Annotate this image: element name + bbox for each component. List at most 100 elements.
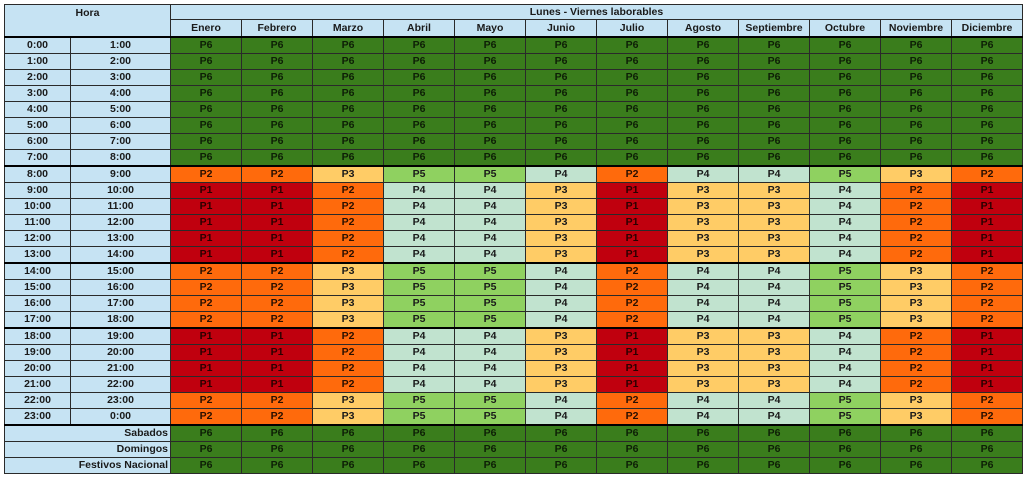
period-cell[interactable]: P2 [951,262,1023,280]
period-cell[interactable]: P6 [241,133,313,150]
period-cell[interactable]: P5 [809,408,881,426]
period-cell[interactable]: P3 [738,327,810,345]
period-cell[interactable]: P3 [738,360,810,377]
period-cell[interactable]: P2 [596,279,668,296]
period-cell[interactable]: P1 [596,344,668,361]
period-cell[interactable]: P1 [170,344,242,361]
period-cell[interactable]: P1 [596,360,668,377]
period-cell[interactable]: P6 [241,457,313,474]
period-cell[interactable]: P3 [667,344,739,361]
period-cell[interactable]: P3 [667,230,739,247]
period-cell[interactable]: P6 [880,36,952,54]
period-cell[interactable]: P4 [667,295,739,312]
period-cell[interactable]: P1 [170,214,242,231]
period-cell[interactable]: P2 [951,165,1023,183]
period-cell[interactable]: P3 [312,165,384,183]
period-cell[interactable]: P4 [809,360,881,377]
period-cell[interactable]: P3 [738,246,810,264]
period-cell[interactable]: P6 [383,117,455,134]
period-cell[interactable]: P2 [312,214,384,231]
period-cell[interactable]: P1 [951,246,1023,264]
period-cell[interactable]: P4 [454,327,526,345]
period-cell[interactable]: P2 [170,165,242,183]
period-cell[interactable]: P6 [525,133,597,150]
month-header-agosto[interactable]: Agosto [667,19,739,38]
hour-from-cell[interactable]: 14:00 [4,262,71,280]
period-cell[interactable]: P6 [880,101,952,118]
period-cell[interactable]: P3 [667,182,739,199]
day-type-label[interactable]: Sabados [4,424,171,442]
period-cell[interactable]: P4 [809,376,881,393]
period-cell[interactable]: P2 [312,198,384,215]
period-cell[interactable]: P6 [312,85,384,102]
period-cell[interactable]: P6 [454,85,526,102]
hour-from-cell[interactable]: 15:00 [4,279,71,296]
period-cell[interactable]: P6 [738,424,810,442]
period-cell[interactable]: P3 [525,344,597,361]
period-cell[interactable]: P6 [525,85,597,102]
period-cell[interactable]: P6 [241,69,313,86]
month-header-octubre[interactable]: Octubre [809,19,881,38]
period-cell[interactable]: P6 [383,36,455,54]
period-cell[interactable]: P1 [170,198,242,215]
period-cell[interactable]: P6 [241,53,313,70]
period-cell[interactable]: P1 [170,327,242,345]
period-cell[interactable]: P4 [383,360,455,377]
hour-from-cell[interactable]: 2:00 [4,69,71,86]
period-cell[interactable]: P6 [951,441,1023,458]
hour-from-cell[interactable]: 21:00 [4,376,71,393]
period-cell[interactable]: P4 [383,214,455,231]
period-cell[interactable]: P2 [951,408,1023,426]
hour-from-cell[interactable]: 5:00 [4,117,71,134]
period-cell[interactable]: P6 [951,149,1023,167]
period-cell[interactable]: P4 [525,279,597,296]
period-cell[interactable]: P1 [951,360,1023,377]
period-cell[interactable]: P6 [454,441,526,458]
hour-to-cell[interactable]: 1:00 [70,36,171,54]
period-cell[interactable]: P4 [525,408,597,426]
period-cell[interactable]: P4 [525,311,597,329]
period-cell[interactable]: P6 [241,85,313,102]
period-cell[interactable]: P3 [312,311,384,329]
hour-from-cell[interactable]: 12:00 [4,230,71,247]
period-cell[interactable]: P4 [454,214,526,231]
period-cell[interactable]: P3 [880,408,952,426]
period-cell[interactable]: P2 [951,311,1023,329]
period-cell[interactable]: P5 [809,262,881,280]
period-cell[interactable]: P6 [951,69,1023,86]
period-cell[interactable]: P3 [525,182,597,199]
hour-to-cell[interactable]: 15:00 [70,262,171,280]
period-cell[interactable]: P2 [596,165,668,183]
period-cell[interactable]: P6 [596,101,668,118]
hour-to-cell[interactable]: 20:00 [70,344,171,361]
period-cell[interactable]: P4 [383,327,455,345]
period-cell[interactable]: P6 [809,457,881,474]
period-cell[interactable]: P6 [667,85,739,102]
period-cell[interactable]: P5 [383,392,455,409]
period-cell[interactable]: P6 [738,53,810,70]
period-cell[interactable]: P4 [809,182,881,199]
period-cell[interactable]: P2 [880,214,952,231]
period-cell[interactable]: P2 [241,262,313,280]
period-cell[interactable]: P1 [241,214,313,231]
period-cell[interactable]: P6 [880,133,952,150]
period-cell[interactable]: P3 [880,311,952,329]
period-cell[interactable]: P6 [454,69,526,86]
day-type-label[interactable]: Festivos Nacional [4,457,171,474]
period-cell[interactable]: P6 [525,117,597,134]
period-cell[interactable]: P4 [738,295,810,312]
period-cell[interactable]: P6 [525,457,597,474]
period-cell[interactable]: P2 [312,360,384,377]
period-cell[interactable]: P6 [170,424,242,442]
period-cell[interactable]: P6 [454,424,526,442]
period-cell[interactable]: P3 [312,279,384,296]
period-cell[interactable]: P6 [383,133,455,150]
period-cell[interactable]: P6 [596,36,668,54]
period-cell[interactable]: P4 [454,246,526,264]
period-cell[interactable]: P6 [312,53,384,70]
period-cell[interactable]: P6 [241,117,313,134]
period-cell[interactable]: P2 [170,408,242,426]
period-cell[interactable]: P2 [880,182,952,199]
period-cell[interactable]: P1 [241,182,313,199]
hour-to-cell[interactable]: 3:00 [70,69,171,86]
